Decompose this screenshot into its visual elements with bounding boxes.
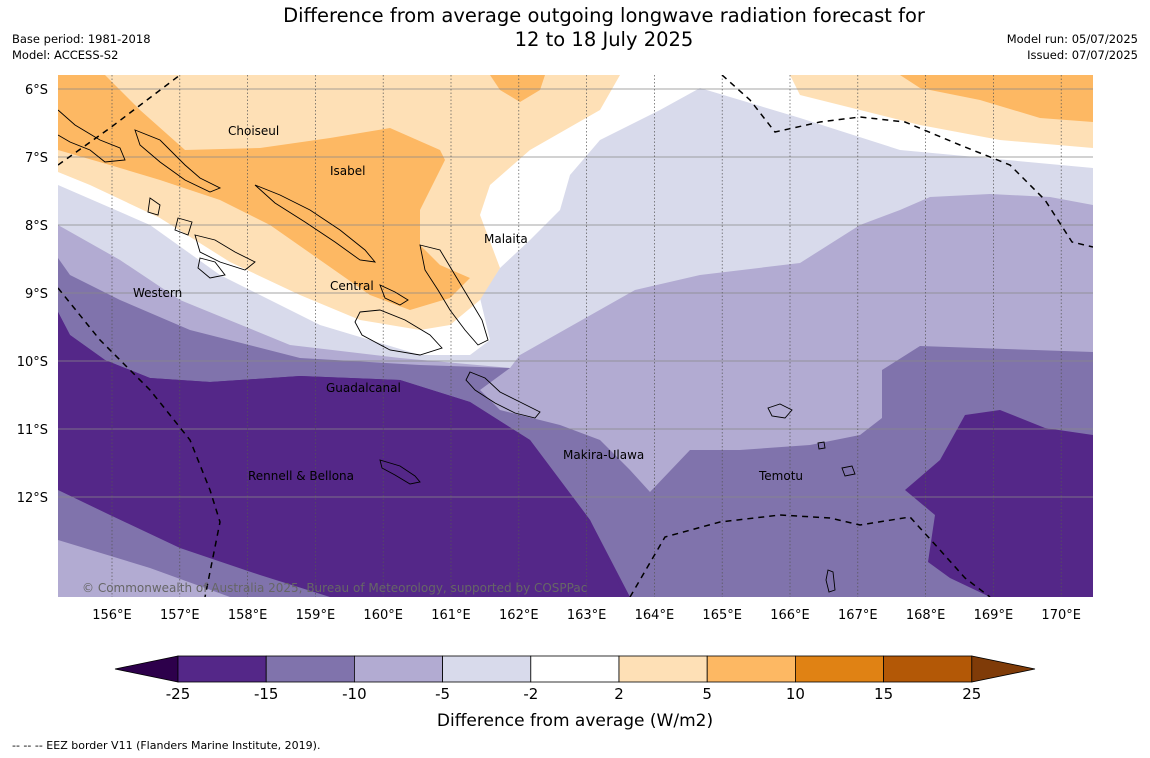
title-line-1: Difference from average outgoing longwav… (283, 4, 925, 27)
colorbar-cell (530, 655, 620, 683)
lat-tick-label: 8°S (25, 219, 48, 234)
lat-tick-label: 7°S (25, 151, 48, 166)
label-malaita: Malaita (484, 232, 528, 246)
lon-tick-label: 163°E (567, 608, 607, 623)
label-makira-ulawa: Makira-Ulawa (563, 448, 644, 462)
choiseul-island (134, 129, 222, 193)
lon-tick-label: 166°E (770, 608, 810, 623)
bougainville-island (58, 109, 126, 163)
eez-borders (58, 75, 1093, 597)
colorbar-cell (353, 655, 443, 683)
colorbar-tick-label: 25 (962, 685, 981, 703)
colorbar-cell (618, 655, 708, 683)
colorbar-tick-label: -15 (254, 685, 279, 703)
title-line-2: 12 to 18 July 2025 (514, 28, 694, 51)
colorbar-cell (883, 655, 973, 683)
copyright-text: © Commonwealth of Australia 2025, Bureau… (82, 581, 587, 595)
run-info: Model run: 05/07/2025 Issued: 07/07/2025 (1007, 31, 1138, 63)
eez-border-west (58, 287, 221, 597)
latitude-labels: 6°S 7°S 8°S 9°S 10°S 11°S 12°S (17, 83, 48, 506)
temotu-islets (817, 441, 856, 593)
model-run-text: Model run: 05/07/2025 (1006, 32, 1138, 46)
anomaly-fill-5-to-10-north (490, 75, 545, 102)
label-central: Central (330, 279, 374, 293)
lat-tick-label: 12°S (17, 491, 48, 506)
longitude-labels: 156°E 157°E 158°E 159°E 160°E 161°E 162°E 163°E… (92, 608, 1081, 623)
lon-tick-label: 162°E (499, 608, 539, 623)
lat-tick-label: 9°S (25, 287, 48, 302)
colorbar-cell (442, 655, 532, 683)
graticule (58, 75, 1093, 597)
makira-island (465, 371, 541, 419)
label-guadalcanal: Guadalcanal (326, 381, 401, 395)
colorbar-cell (706, 655, 796, 683)
lon-tick-label: 157°E (160, 608, 200, 623)
guadalcanal-island (354, 309, 443, 356)
colorbar-cell (795, 655, 885, 683)
lon-tick-label: 159°E (296, 608, 336, 623)
colorbar-label: Difference from average (W/m2) (437, 711, 713, 731)
colorbar-tick-label: -5 (435, 685, 450, 703)
colorbar-cell (265, 655, 355, 683)
colorbar-high-extend (971, 655, 1036, 683)
lon-tick-label: 160°E (363, 608, 403, 623)
lat-tick-label: 10°S (17, 355, 48, 370)
colorbar-tick-label: 10 (786, 685, 805, 703)
colorbar: -25 -15 -10 -5 -2 2 5 10 15 25 Difference from av… (114, 655, 1036, 731)
malaita-island (419, 244, 489, 346)
colorbar-cell (177, 655, 267, 683)
lon-tick-label: 169°E (974, 608, 1014, 623)
anomaly-fill-minus15-to-minus25-east (905, 410, 1093, 597)
model-text: Model: ACCESS-S2 (12, 48, 119, 62)
lon-tick-label: 161°E (431, 608, 471, 623)
eez-footnote: -- -- -- EEZ border V11 (Flanders Marine… (12, 739, 321, 752)
colorbar-tick-label: 2 (614, 685, 624, 703)
issued-text: Issued: 07/07/2025 (1027, 48, 1138, 62)
isabel-island (254, 184, 377, 263)
colorbar-tick-label: -10 (342, 685, 367, 703)
lat-tick-label: 6°S (25, 83, 48, 98)
colorbar-tick-label: 15 (874, 685, 893, 703)
label-isabel: Isabel (330, 164, 365, 178)
coastlines (58, 109, 856, 593)
lon-tick-label: 158°E (228, 608, 268, 623)
rennell-island (379, 459, 421, 485)
colorbar-low-extend (114, 655, 179, 683)
lon-tick-label: 156°E (92, 608, 132, 623)
eez-border-north-east (721, 75, 1093, 248)
lon-tick-label: 164°E (635, 608, 675, 623)
lon-tick-label: 168°E (906, 608, 946, 623)
lon-tick-label: 167°E (838, 608, 878, 623)
anomaly-fill-minus15-to-minus25-core (58, 312, 625, 597)
colorbar-tick-label: 5 (702, 685, 712, 703)
label-choiseul: Choiseul (228, 124, 279, 138)
lat-tick-label: 11°S (17, 423, 48, 438)
base-period-text: Base period: 1981-2018 (12, 32, 151, 46)
anomaly-fill-southwest-light (58, 540, 230, 597)
santa-cruz-islands (767, 403, 793, 419)
region-labels: Choiseul Isabel Malaita Central Western … (133, 124, 803, 483)
colorbar-tick-label: -25 (166, 685, 191, 703)
lon-tick-label: 170°E (1041, 608, 1081, 623)
colorbar-tick-label: -2 (523, 685, 538, 703)
chart-title: Difference from average outgoing longwav… (0, 4, 1150, 52)
lon-tick-label: 165°E (702, 608, 742, 623)
eez-border-north-west (58, 75, 181, 166)
map-area: Choiseul Isabel Malaita Central Western … (58, 75, 1093, 597)
label-western: Western (133, 286, 182, 300)
anomaly-fill-5-to-10-northeast (900, 75, 1093, 122)
new-georgia-islands (147, 197, 256, 279)
florida-islands (379, 284, 409, 306)
label-rennell-bellona: Rennell & Bellona (248, 469, 354, 483)
base-info: Base period: 1981-2018 Model: ACCESS-S2 (12, 31, 151, 63)
label-temotu: Temotu (758, 469, 803, 483)
